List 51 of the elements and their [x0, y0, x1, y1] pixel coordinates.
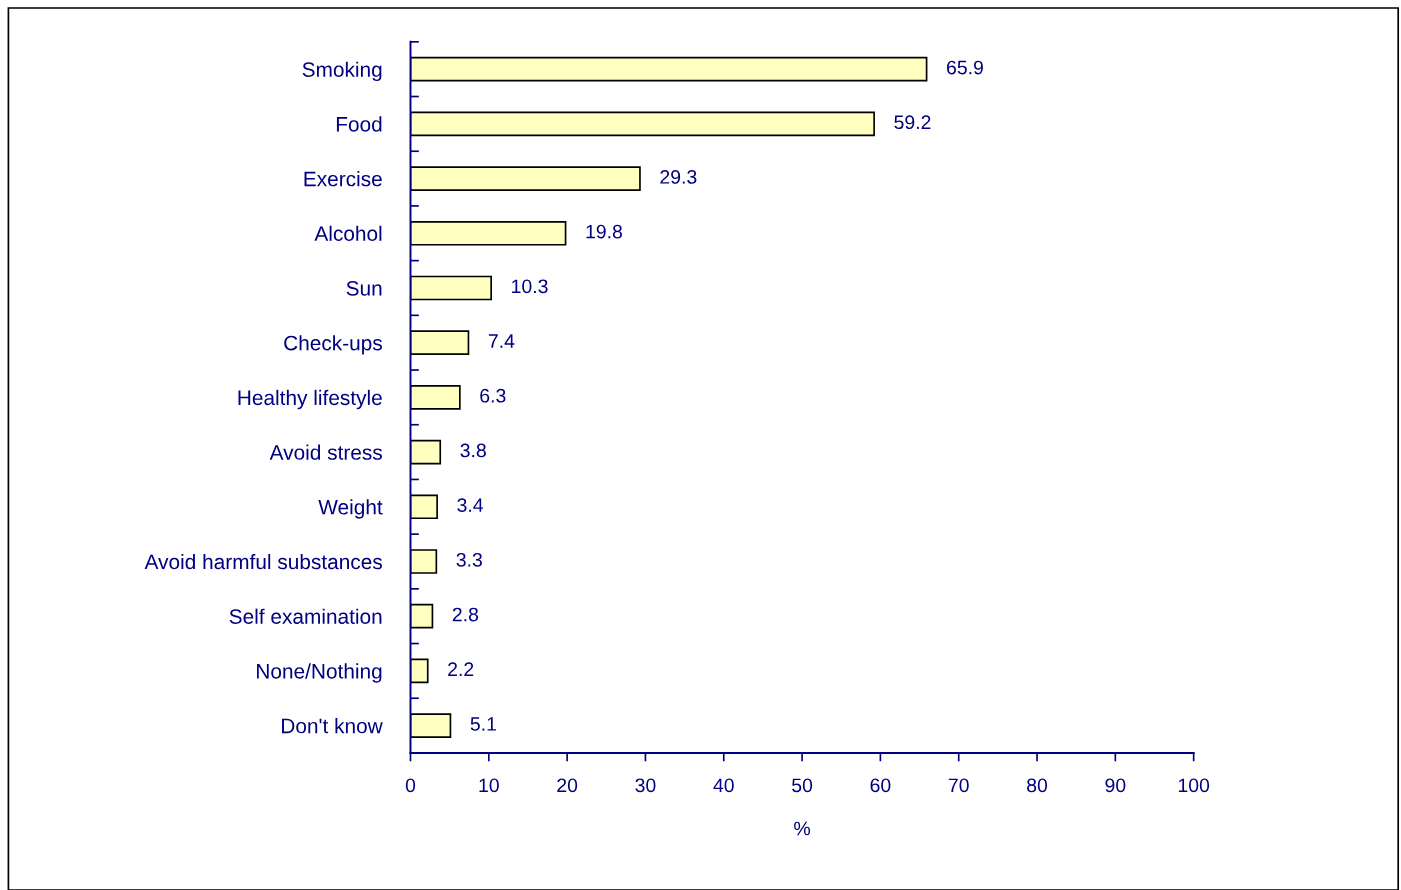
- y-tick-label: Healthy lifestyle: [238, 389, 382, 410]
- data-label: 5.1: [470, 717, 496, 731]
- x-tick-label: 100: [1178, 778, 1210, 793]
- y-tick-label: Smoking: [302, 61, 382, 82]
- y-tick-label: Self examination: [229, 608, 382, 624]
- y-tick-label: None/Nothing: [257, 663, 382, 683]
- bar: [410, 330, 470, 356]
- bar: [410, 439, 442, 465]
- y-tick-label: Avoid stress: [269, 444, 382, 460]
- data-label: 2.8: [452, 607, 479, 622]
- bar: [410, 111, 875, 137]
- data-label: 2.2: [448, 662, 474, 676]
- y-tick-label: Avoid harmful substances: [144, 553, 382, 570]
- bar: [410, 220, 567, 246]
- x-tick-label: 80: [1027, 778, 1048, 793]
- y-tick-label: Food: [336, 116, 382, 132]
- x-tick-label: 60: [870, 778, 891, 793]
- y-tick-label: Alcohol: [314, 225, 382, 242]
- data-label: 3.3: [456, 552, 482, 567]
- y-tick-label: Don't know: [282, 718, 383, 734]
- y-tick-label: Sun: [346, 280, 382, 296]
- x-tick-label: 90: [1105, 778, 1126, 793]
- y-tick-label: Weight: [318, 499, 383, 519]
- bar: [410, 166, 641, 191]
- data-label: 3.4: [457, 498, 484, 513]
- x-tick-label: 20: [557, 778, 578, 793]
- bar: [410, 494, 438, 520]
- y-tick-label: Exercise: [304, 171, 382, 187]
- x-axis-title: %: [794, 821, 811, 836]
- y-tick-label: Check-ups: [284, 335, 382, 355]
- bar: [410, 549, 438, 574]
- x-tick-label: 10: [479, 778, 499, 793]
- bar: [410, 713, 452, 738]
- data-label: 3.8: [460, 443, 486, 458]
- data-label: 59.2: [894, 115, 931, 130]
- data-label: 6.3: [480, 388, 506, 403]
- bar: [410, 658, 429, 684]
- bar: [410, 56, 928, 82]
- x-tick-label: 50: [792, 778, 813, 793]
- data-label: 19.8: [586, 224, 622, 239]
- bar: [410, 385, 461, 410]
- bar: [410, 275, 492, 301]
- data-label: 29.3: [660, 170, 697, 184]
- bar: [410, 603, 434, 629]
- x-tick-label: 0: [405, 778, 416, 793]
- data-label: 7.4: [488, 334, 515, 348]
- data-label: 65.9: [947, 60, 983, 75]
- x-tick-label: 30: [635, 778, 656, 793]
- x-tick-label: 40: [713, 778, 734, 793]
- x-tick-label: 70: [948, 778, 969, 793]
- data-label: 10.3: [512, 279, 548, 294]
